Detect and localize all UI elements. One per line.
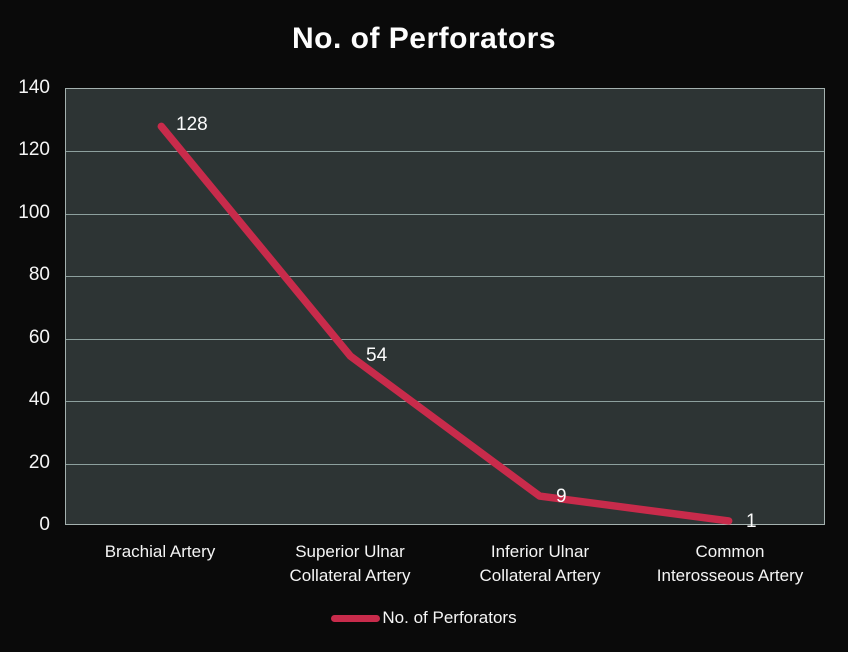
data-label-point-0: 128 — [176, 114, 208, 135]
series-line — [157, 122, 733, 525]
y-tick-label-20: 20 — [28, 452, 50, 473]
x-category-label-3: Common Interosseous Artery — [656, 542, 804, 585]
gridline-y-20 — [66, 464, 824, 465]
data-label-point-1: 54 — [366, 345, 388, 366]
y-tick-label-0: 0 — [39, 514, 50, 535]
data-label-point-3: 1 — [746, 511, 757, 532]
y-tick-label-120: 120 — [18, 139, 50, 160]
gridline-y-100 — [66, 214, 824, 215]
gridline-y-40 — [66, 401, 824, 402]
y-tick-label-100: 100 — [18, 202, 50, 223]
legend-line-marker-icon — [331, 614, 381, 622]
y-tick-label-40: 40 — [28, 389, 50, 410]
x-category-label-2: Inferior Ulnar Collateral Artery — [479, 542, 601, 585]
data-label-point-2: 9 — [556, 486, 567, 507]
gridline-y-60 — [66, 339, 824, 340]
gridline-y-120 — [66, 151, 824, 152]
y-tick-label-60: 60 — [28, 327, 50, 348]
x-category-label-0: Brachial Artery — [104, 542, 216, 561]
line-series-svg — [157, 122, 733, 525]
gridline-y-80 — [66, 276, 824, 277]
y-tick-label-140: 140 — [18, 77, 50, 98]
legend: No. of Perforators — [0, 608, 848, 628]
chart-title: No. of Perforators — [291, 22, 557, 55]
y-tick-label-80: 80 — [28, 264, 50, 285]
legend-label: No. of Perforators — [382, 608, 517, 627]
x-category-label-1: Superior Ulnar Collateral Artery — [289, 542, 411, 585]
plot-area — [65, 88, 825, 525]
